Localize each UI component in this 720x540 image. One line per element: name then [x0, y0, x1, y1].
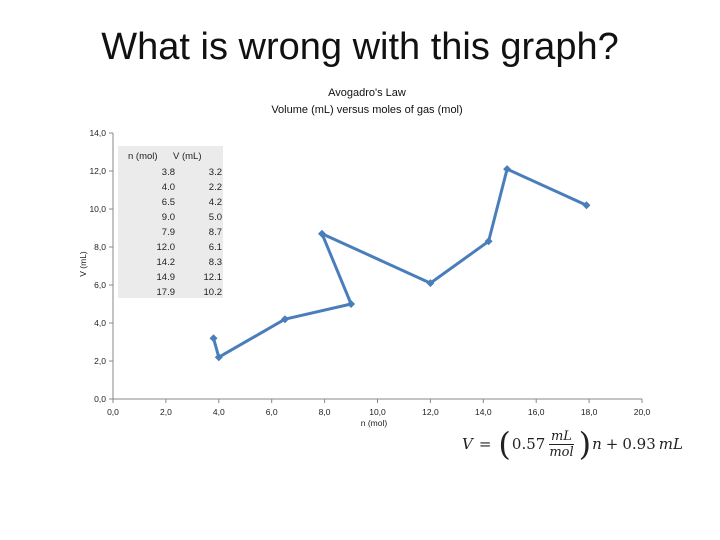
x-tick-label: 2,0	[160, 407, 172, 417]
equation-lhs: V	[462, 435, 473, 453]
table-header: n (mol)	[128, 151, 158, 162]
data-table-background	[118, 146, 223, 298]
x-tick-label: 20,0	[634, 407, 651, 417]
table-cell: 4.2	[209, 197, 222, 208]
table-cell: 6.1	[209, 242, 222, 253]
y-tick-label: 0,0	[94, 394, 106, 404]
table-cell: 8.3	[209, 257, 222, 268]
chart-tick-labels: 0,0 2,0 4,0 6,0 8,0 10,0 12,0 14,0 16,0 18,0 20,0 0…	[89, 128, 650, 417]
x-tick-label: 10,0	[369, 407, 386, 417]
table-cell: 3.2	[209, 167, 222, 178]
chart-title: Avogadro's Law	[328, 87, 406, 99]
table-cell: 7.9	[162, 227, 175, 238]
table-cell: 10.2	[204, 287, 223, 298]
equation-variable: n	[592, 435, 602, 453]
unit-denominator: mol	[549, 444, 574, 460]
data-point	[214, 353, 223, 362]
equation-plus: +	[605, 435, 619, 453]
data-table: n (mol) V (mL) 3.8 3.2 4.0 2.2 6.5 4.2 9.0 5.0 7.9…	[118, 146, 223, 298]
table-cell: 4.0	[162, 182, 175, 193]
equation-unit-fraction: mL mol	[547, 429, 575, 460]
chart-axes	[109, 132, 643, 403]
unit-numerator: mL	[548, 428, 574, 445]
equation-equals: =	[478, 435, 492, 453]
regression-equation: V = ( 0.57 mL mol ) n + 0.93 mL	[462, 424, 683, 464]
chart-series	[209, 165, 591, 362]
table-cell: 8.7	[209, 227, 222, 238]
x-tick-label: 12,0	[422, 407, 439, 417]
y-tick-label: 8,0	[94, 242, 106, 252]
table-cell: 17.9	[157, 287, 176, 298]
y-tick-label: 6,0	[94, 280, 106, 290]
table-cell: 6.5	[162, 197, 175, 208]
equation-intercept-unit: mL	[658, 435, 683, 453]
equation-intercept: 0.93	[622, 435, 656, 453]
x-axis-label: n (mol)	[361, 418, 388, 428]
series-line	[212, 167, 588, 359]
table-cell: 12.0	[157, 242, 176, 253]
equation-coefficient: 0.57	[511, 435, 546, 453]
x-tick-label: 4,0	[213, 407, 225, 417]
table-cell: 14.2	[157, 257, 176, 268]
table-cell: 3.8	[162, 167, 175, 178]
y-tick-label: 2,0	[94, 356, 106, 366]
x-tick-label: 0,0	[107, 407, 119, 417]
y-tick-label: 4,0	[94, 318, 106, 328]
chart-subtitle: Volume (mL) versus moles of gas (mol)	[271, 104, 462, 116]
table-cell: 2.2	[209, 182, 222, 193]
y-axis-label: V (mL)	[78, 251, 88, 277]
data-point	[426, 279, 435, 288]
left-paren: (	[498, 425, 511, 463]
y-tick-label: 12,0	[89, 166, 106, 176]
data-point	[280, 315, 289, 324]
data-point	[347, 300, 356, 308]
table-cell: 14.9	[157, 272, 176, 283]
x-tick-label: 6,0	[266, 407, 278, 417]
x-tick-label: 18,0	[581, 407, 598, 417]
table-cell: 12.1	[204, 272, 223, 283]
slide-title: What is wrong with this graph?	[101, 26, 619, 68]
data-point	[209, 334, 218, 343]
table-cell: 5.0	[209, 212, 222, 223]
data-point	[317, 229, 326, 238]
x-tick-label: 14,0	[475, 407, 492, 417]
y-tick-label: 10,0	[89, 204, 106, 214]
y-tick-label: 14,0	[89, 128, 106, 138]
x-tick-label: 8,0	[319, 407, 331, 417]
x-tick-label: 16,0	[528, 407, 545, 417]
table-header: V (mL)	[173, 151, 202, 162]
data-point	[582, 201, 591, 210]
data-point	[503, 165, 512, 174]
table-cell: 9.0	[162, 212, 175, 223]
data-point	[484, 237, 493, 246]
right-paren: )	[578, 425, 592, 463]
